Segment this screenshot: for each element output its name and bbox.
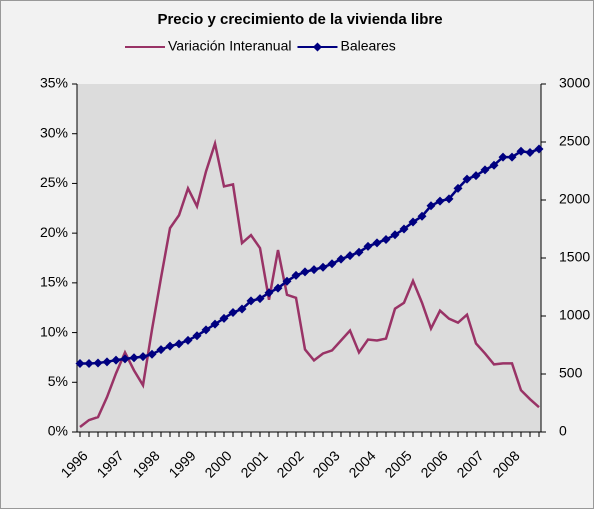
y2-tick-label: 2500	[559, 133, 590, 149]
legend-marker	[312, 42, 322, 52]
series-line	[79, 138, 540, 429]
marker	[435, 196, 445, 206]
marker	[111, 355, 121, 365]
y2-tick-label: 0	[559, 423, 567, 439]
marker	[489, 160, 499, 170]
marker	[462, 174, 472, 184]
marker	[354, 247, 364, 257]
marker	[120, 354, 130, 364]
marker	[138, 352, 148, 362]
marker	[129, 353, 139, 363]
marker	[201, 325, 211, 335]
y-tick-label: 15%	[40, 274, 68, 290]
marker	[192, 331, 202, 341]
y2-tick-label: 3000	[559, 75, 590, 91]
marker	[480, 165, 490, 175]
marker	[408, 217, 418, 227]
marker	[255, 294, 265, 304]
marker	[246, 296, 256, 306]
marker	[453, 183, 463, 193]
y2-tick-label: 2000	[559, 191, 590, 207]
marker	[75, 359, 85, 369]
marker	[444, 194, 454, 204]
marker	[363, 241, 373, 251]
plot-area	[77, 84, 541, 432]
y-tick-label: 10%	[40, 323, 68, 339]
marker	[183, 335, 193, 345]
marker	[525, 147, 535, 157]
chart-title: Precio y crecimiento de la vivienda libr…	[157, 11, 442, 28]
legend-label: Variación Interanual	[168, 38, 291, 54]
marker	[300, 267, 310, 277]
marker	[210, 319, 220, 329]
marker	[219, 313, 229, 323]
marker	[498, 152, 508, 162]
marker	[516, 146, 526, 156]
marker	[390, 230, 400, 240]
y-tick-label: 0%	[48, 423, 68, 439]
marker	[417, 211, 427, 221]
marker	[534, 144, 544, 154]
y2-tick-label: 1500	[559, 249, 590, 265]
marker	[291, 270, 301, 280]
marker	[507, 152, 517, 162]
marker	[381, 234, 391, 244]
marker	[93, 358, 103, 368]
y2-tick-label: 500	[559, 365, 583, 381]
marker	[372, 238, 382, 248]
marker	[237, 304, 247, 314]
marker	[336, 254, 346, 264]
legend-label: Baleares	[340, 38, 395, 54]
series-line	[80, 147, 540, 365]
marker	[327, 259, 337, 269]
marker	[318, 262, 328, 272]
marker	[309, 265, 319, 275]
marker	[471, 171, 481, 181]
marker	[165, 341, 175, 351]
marker	[399, 224, 409, 234]
y-tick-label: 30%	[40, 124, 68, 140]
marker	[273, 283, 283, 293]
marker	[345, 251, 355, 261]
marker	[102, 357, 112, 367]
marker	[282, 276, 292, 286]
y-tick-label: 20%	[40, 224, 68, 240]
marker	[426, 201, 436, 211]
marker	[264, 288, 274, 298]
y-tick-label: 25%	[40, 174, 68, 190]
marker	[84, 359, 94, 369]
y-tick-label: 35%	[40, 75, 68, 91]
y2-tick-label: 1000	[559, 307, 590, 323]
y-tick-label: 5%	[48, 373, 68, 389]
marker	[147, 349, 157, 359]
marker	[174, 339, 184, 349]
marker	[156, 345, 166, 355]
marker	[228, 308, 238, 318]
